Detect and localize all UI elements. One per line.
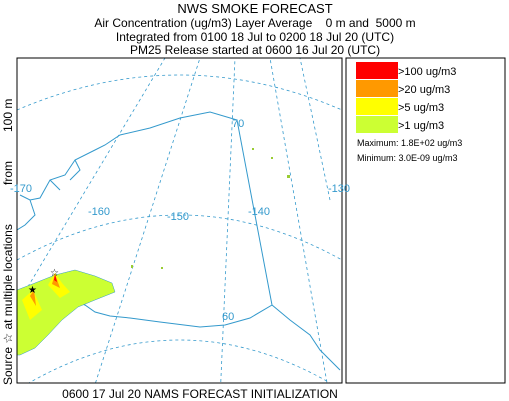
smoke-spots: [131, 148, 290, 269]
legend-frame: [345, 57, 506, 384]
subtitle: Air Concentration (ug/m3) Layer Average …: [94, 16, 415, 30]
legend-swatch: [356, 80, 398, 97]
subtitle: PM25 Release started at 0600 16 Jul 20 (…: [130, 43, 380, 57]
footer: 0600 17 Jul 20 NAMS FORECAST INITIALIZAT…: [62, 387, 338, 401]
from-text: from: [1, 161, 15, 185]
legend-swatch: [356, 98, 398, 115]
subtitle: Integrated from 0100 18 Jul to 0200 18 J…: [116, 30, 394, 44]
grid-label: 70: [232, 118, 244, 130]
map: ☆ ★: [16, 57, 343, 384]
source-text: Source ☆ at multiple locations: [1, 224, 15, 385]
title: NWS SMOKE FORECAST: [177, 1, 332, 16]
side-label: Source ☆ at multiple locations from 100 …: [1, 99, 15, 385]
legend-swatch: [356, 116, 398, 133]
grid-label: -150: [167, 211, 189, 223]
source-star: ★: [28, 285, 37, 296]
legend-label: >5 ug/m3: [398, 102, 444, 114]
legend-label: >20 ug/m3: [398, 84, 450, 96]
source-star: ☆: [50, 268, 59, 279]
minimum: Minimum: 3.0E-09 ug/m3: [357, 153, 458, 163]
graticule: [17, 58, 342, 383]
coastline: [17, 111, 341, 371]
grid-label: 60: [222, 311, 234, 323]
height-text: 100 m: [1, 99, 15, 132]
grid-label: -170: [10, 183, 32, 195]
legend-label: >1 ug/m3: [398, 120, 444, 132]
legend-label: >100 ug/m3: [398, 66, 456, 78]
smoke-plume: [17, 269, 116, 356]
grid-label: -130: [328, 183, 350, 195]
maximum: Maximum: 1.8E+02 ug/m3: [357, 138, 462, 148]
grid-label: -140: [248, 206, 270, 218]
grid-label: -160: [88, 206, 110, 218]
legend-swatch: [356, 62, 398, 79]
map-frame: [16, 57, 343, 384]
